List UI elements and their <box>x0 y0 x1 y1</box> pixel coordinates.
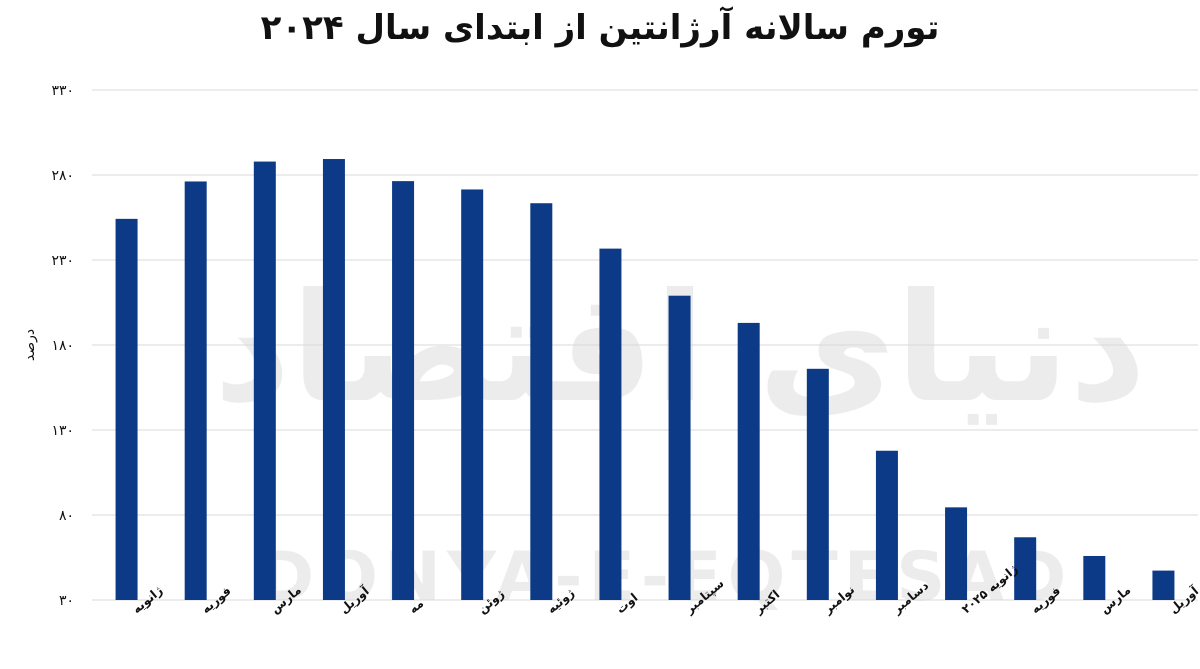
y-axis-ticks: ۳۰ ۸۰ ۱۳۰ ۱۸۰ ۲۳۰ ۲۸۰ ۳۳۰ <box>51 83 74 609</box>
bar <box>115 218 138 601</box>
y-tick-label: ۸۰ <box>59 508 74 524</box>
bar <box>945 507 968 600</box>
bar <box>875 450 898 600</box>
bar <box>599 248 622 601</box>
bar <box>322 159 345 600</box>
bar <box>668 295 691 600</box>
bar <box>184 181 207 600</box>
y-tick-label: ۱۸۰ <box>51 338 74 354</box>
y-tick-label: ۱۳۰ <box>51 423 74 439</box>
bar <box>392 181 415 600</box>
bar <box>806 368 829 600</box>
bar <box>1014 537 1037 600</box>
y-tick-label: ۳۳۰ <box>51 83 74 99</box>
bar <box>1152 570 1175 600</box>
bar <box>530 203 553 600</box>
chart-title: تورم سالانه آرژانتین از ابتدای سال ۲۰۲۴ <box>260 8 940 48</box>
y-axis-label: درصد <box>22 329 38 361</box>
gridlines <box>92 89 1198 601</box>
bar <box>1083 555 1106 600</box>
bar <box>253 161 276 600</box>
y-tick-label: ۳۰ <box>59 593 74 609</box>
y-tick-label: ۲۳۰ <box>51 253 74 269</box>
bar <box>461 189 484 600</box>
y-tick-label: ۲۸۰ <box>51 168 74 184</box>
bars <box>115 159 1175 601</box>
bar <box>737 322 760 600</box>
